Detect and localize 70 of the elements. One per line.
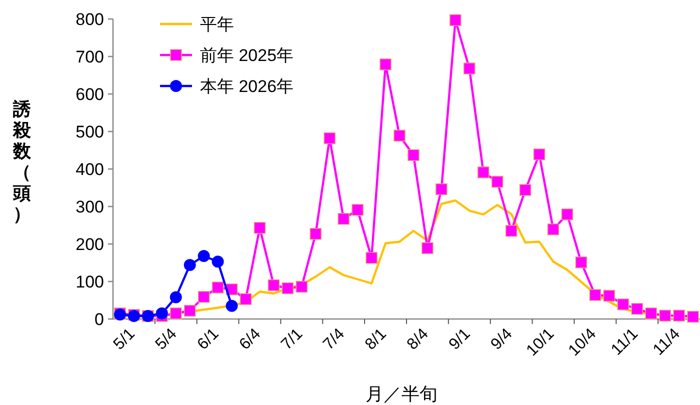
y-tick-label: 100	[76, 272, 104, 292]
x-tick-label: 6/4	[236, 326, 264, 354]
point	[687, 310, 699, 323]
y-tick-label: 300	[76, 198, 104, 216]
y-tick-label: 200	[76, 235, 104, 254]
point	[240, 293, 252, 306]
x-tick-label: 9/4	[488, 326, 516, 354]
point	[519, 184, 532, 196]
point	[463, 62, 476, 74]
point	[436, 183, 448, 196]
x-tick-label: 10/1	[524, 325, 558, 360]
point	[589, 289, 602, 301]
point	[505, 224, 518, 237]
x-tick-label: 5/1	[110, 326, 138, 354]
point	[212, 282, 224, 294]
point	[631, 302, 644, 315]
y-tick-label: 0	[94, 310, 104, 329]
point	[310, 228, 322, 240]
point	[156, 307, 168, 320]
point	[561, 208, 574, 220]
point	[422, 242, 434, 254]
legend-label: 本年 2026年	[200, 77, 294, 96]
point	[212, 256, 224, 268]
point	[380, 58, 392, 70]
point	[603, 290, 616, 302]
point	[450, 14, 462, 26]
point	[324, 132, 336, 144]
x-tick-label: 5/4	[152, 326, 180, 354]
y-tick-label: 800	[76, 10, 104, 29]
point	[659, 310, 671, 322]
x-axis-title: 月／半旬	[366, 384, 438, 404]
point	[645, 307, 657, 320]
point	[352, 204, 364, 216]
y-tick-label: 700	[76, 48, 104, 66]
point	[226, 300, 238, 312]
x-tick-label: 9/1	[446, 326, 474, 354]
y-tick-label: 500	[76, 122, 104, 142]
point	[408, 149, 420, 162]
y-tick-label: 600	[76, 85, 104, 104]
point	[338, 212, 350, 225]
point	[394, 130, 406, 142]
x-tick-label: 7/4	[320, 326, 348, 354]
point	[617, 298, 630, 310]
point	[296, 280, 308, 293]
point	[170, 291, 182, 304]
point	[184, 259, 196, 271]
point	[282, 282, 294, 294]
y-axis-title: 誘殺数（頭）	[12, 99, 32, 224]
x-tick-label: 8/1	[362, 326, 390, 354]
point	[198, 290, 210, 303]
legend-label: 平年	[200, 15, 234, 34]
point	[547, 223, 560, 236]
point	[491, 176, 504, 188]
point	[477, 166, 490, 178]
point	[575, 256, 588, 268]
point	[198, 250, 210, 262]
x-tick-label: 8/4	[404, 326, 432, 354]
x-tick-label: 11/1	[608, 325, 642, 359]
x-tick-label: 6/1	[194, 326, 222, 354]
point	[533, 148, 546, 160]
point	[268, 279, 280, 292]
x-tick-label: 11/4	[650, 325, 684, 359]
y-tick-label: 400	[76, 160, 104, 179]
point	[254, 222, 266, 234]
point	[170, 307, 182, 320]
point	[184, 304, 196, 317]
legend-label: 前年 2025年	[200, 46, 294, 65]
point	[673, 310, 685, 322]
point	[366, 252, 378, 264]
x-tick-label: 7/1	[278, 326, 306, 354]
